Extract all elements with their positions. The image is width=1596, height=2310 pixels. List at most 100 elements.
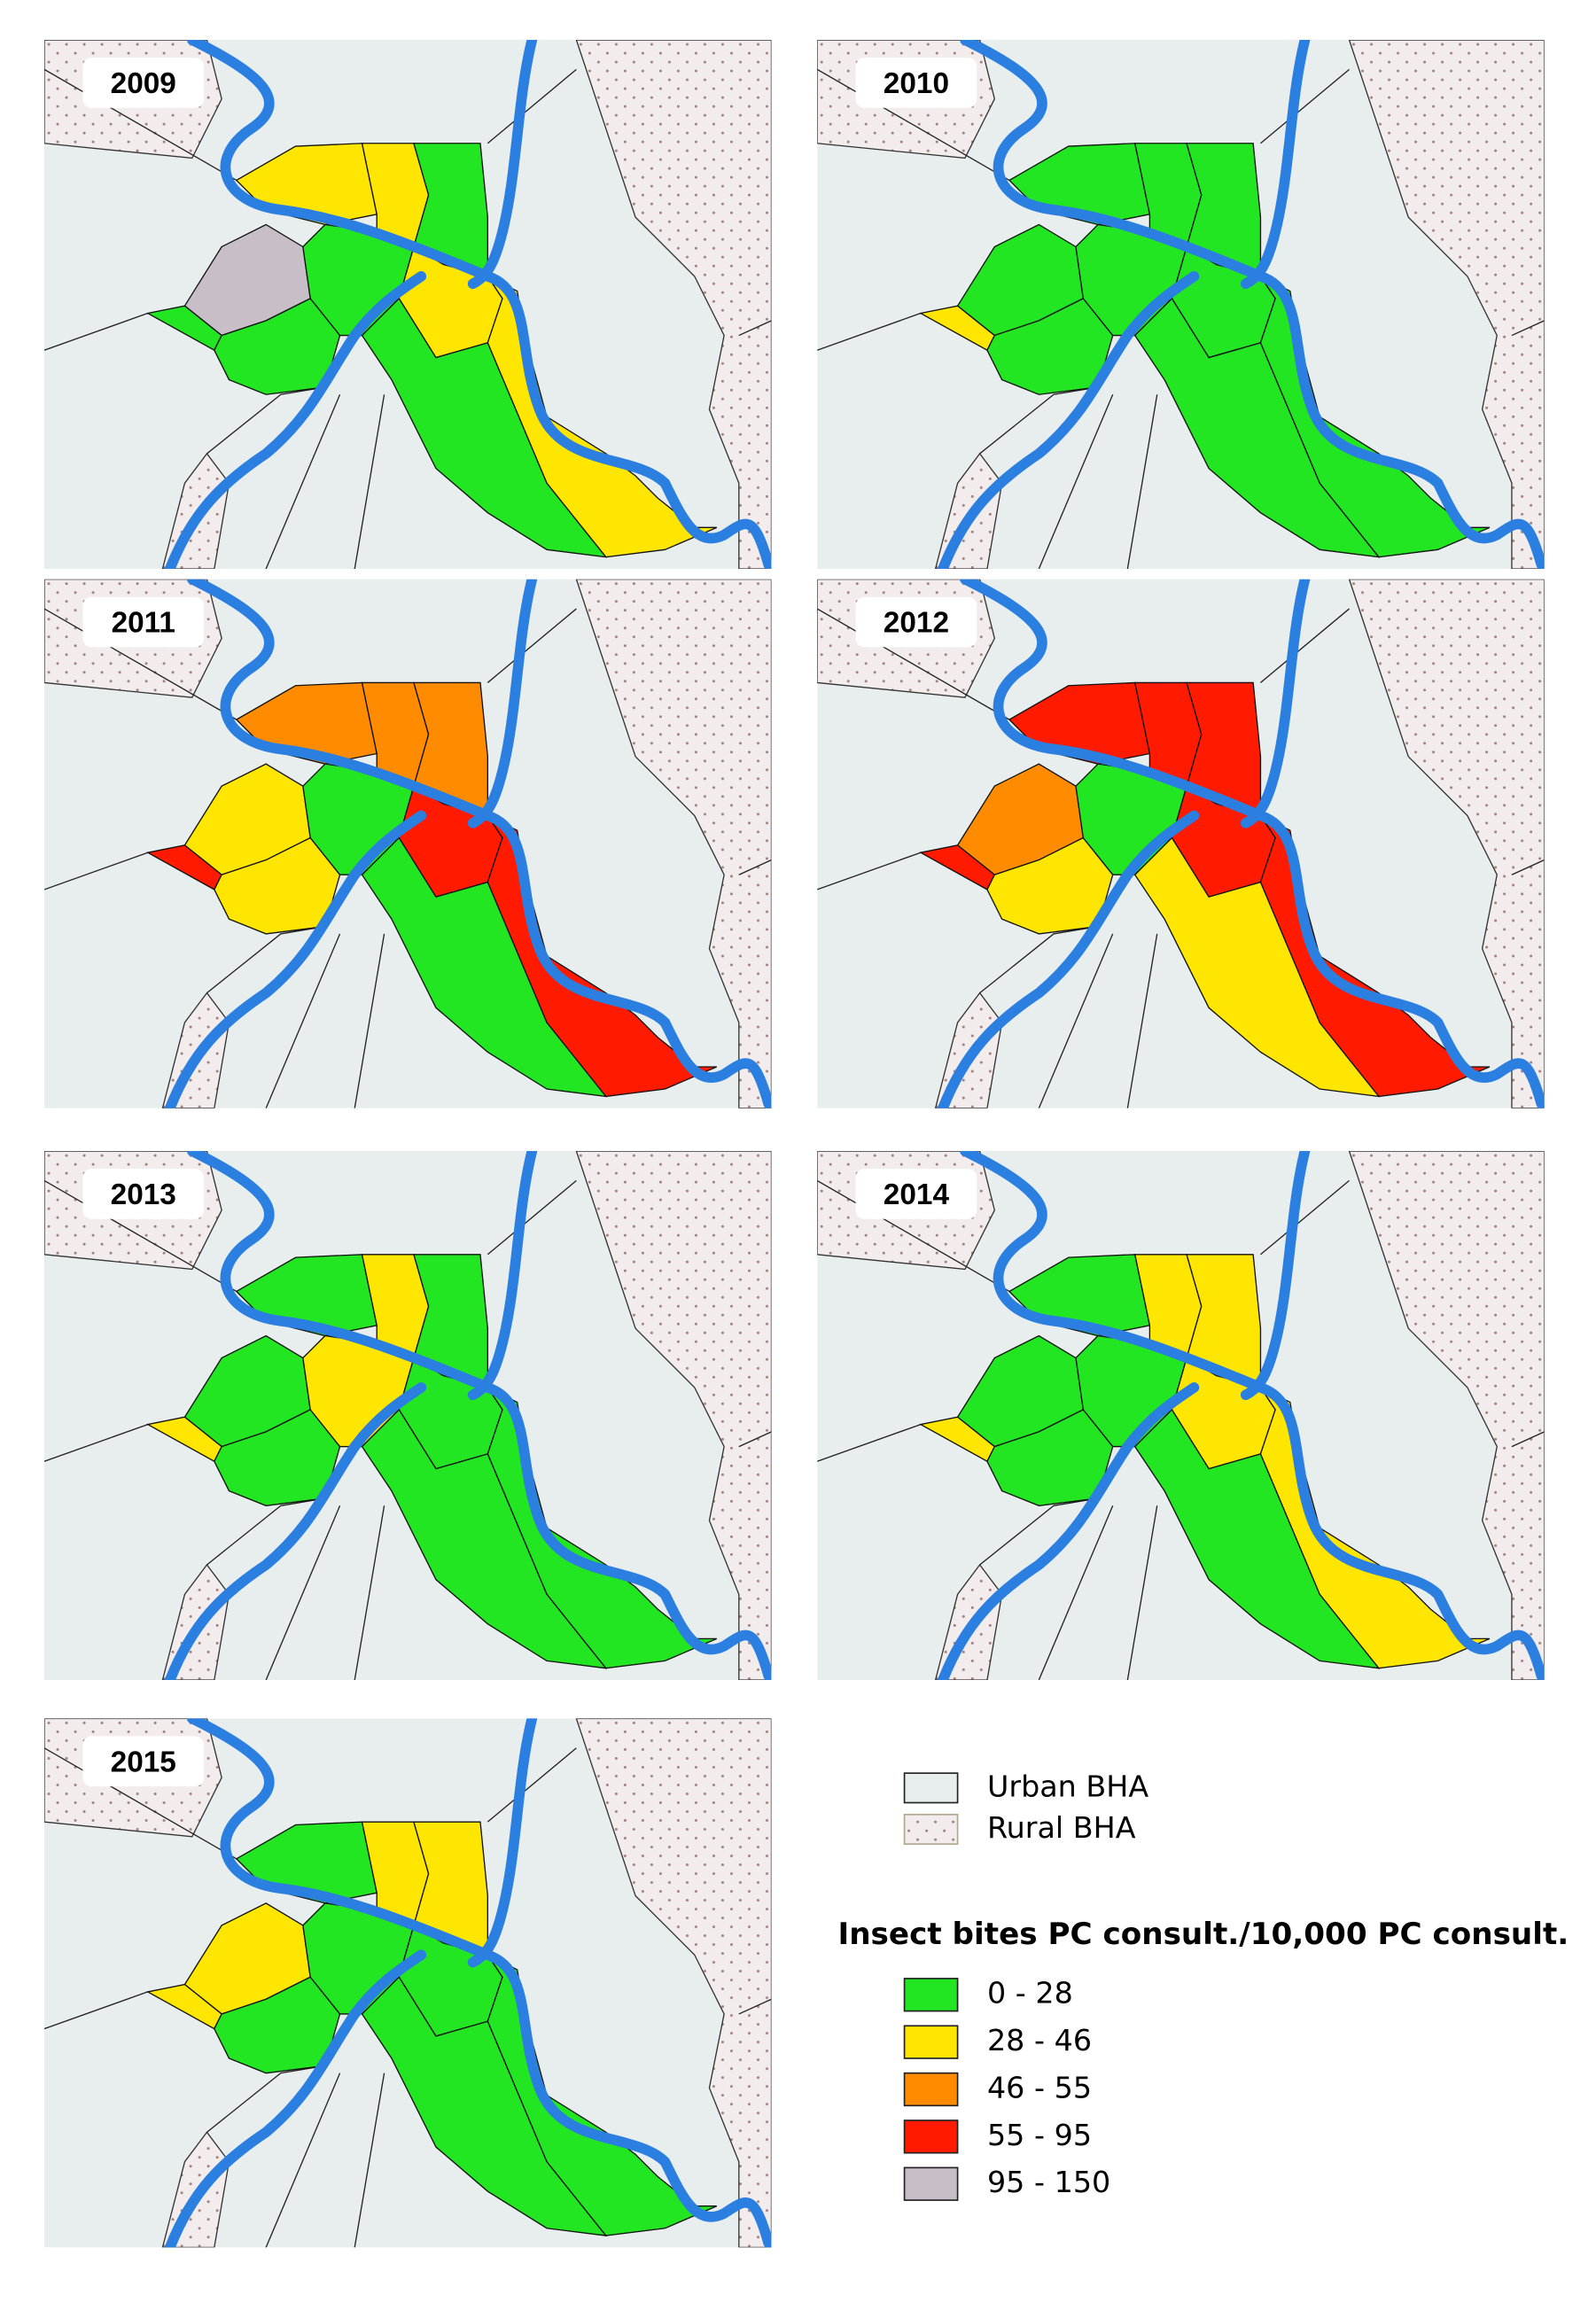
boundary-line [979,1497,1099,1566]
river [1240,579,1311,828]
boundary-line [265,393,341,570]
class-swatch [903,2119,959,2154]
river [960,1151,1545,1681]
boundary-line [487,608,577,683]
river [186,579,772,1108]
boundary-line [44,68,237,182]
year-label: 2014 [884,1178,950,1211]
map-body [44,1718,772,2248]
area-swatch [903,1813,959,1845]
legend-title: Insect bites PC consult./10,000 PC consu… [838,1917,1569,1952]
river [186,40,772,570]
map-panel: 2010 [817,40,1545,570]
boundary-line [1038,393,1114,570]
district [361,1976,608,2236]
boundary-line [738,1998,772,2015]
boundary-line [1038,933,1114,1108]
map-body [817,40,1545,570]
boundary-line [44,312,148,351]
boundary-line [1126,394,1158,570]
rural-area [575,1718,772,2248]
boundary-line [817,852,922,891]
boundary-line [979,925,1099,994]
map-body [44,40,772,570]
boundary-line [44,1747,237,1860]
boundary-line [738,320,772,337]
boundary-line [487,1747,577,1823]
district [361,297,608,558]
district [1133,1408,1381,1669]
river [164,1949,427,2248]
map-body [817,1151,1545,1681]
river [938,810,1200,1108]
boundary-line [738,1431,772,1448]
boundary-line [1260,1179,1350,1256]
river [938,271,1200,570]
year-label-box [82,58,205,108]
boundary-line [354,394,385,570]
boundary-line [44,608,237,720]
boundary-line [1511,1431,1545,1448]
year-label-box [82,596,205,648]
map-body [817,579,1545,1108]
district [1133,297,1381,558]
boundary-line [44,1991,148,2030]
river [164,810,427,1108]
year-label: 2010 [884,67,949,100]
map-panel: 2013 [44,1151,772,1681]
boundary-line [206,925,325,994]
river [186,1151,772,1681]
river [164,271,427,570]
area-swatch [903,1772,959,1804]
river [467,1151,538,1401]
boundary-line [265,2073,341,2248]
boundary-line [1511,320,1545,337]
boundary-line [44,852,148,891]
rural-area [575,1151,772,1681]
boundary-line [487,68,577,144]
boundary-line [206,2065,325,2133]
year-label-box [82,1736,205,1787]
rural-area [575,579,772,1108]
map-body [44,1151,772,1681]
boundary-line [1038,1505,1114,1681]
boundary-line [354,933,385,1108]
year-label: 2011 [112,607,175,640]
district [361,836,608,1098]
map-panel: 2012 [817,579,1545,1108]
year-label: 2009 [111,67,176,100]
rural-area [1348,1151,1545,1681]
boundary-line [817,1179,1010,1293]
boundary-line [979,386,1099,455]
boundary-line [265,1505,341,1681]
boundary-line [817,312,922,351]
river [467,1718,538,1968]
boundary-line [1126,1505,1158,1681]
map-panel: 2009 [44,40,772,570]
boundary-line [487,1179,577,1256]
map-panel: 2014 [817,1151,1545,1681]
river [960,40,1545,570]
year-label: 2012 [884,607,949,640]
boundary-line [44,1423,148,1462]
boundary-line [354,1505,385,1681]
boundary-line [44,1179,237,1293]
river [1240,40,1311,290]
boundary-line [1511,859,1545,875]
rural-area [1348,579,1545,1108]
river [467,40,538,290]
legend: Urban BHA Rural BHA Insect bites PC consul… [838,1769,1569,2201]
class-swatch [903,2072,959,2107]
class-label: 46 - 55 [987,2070,1092,2104]
river [186,1718,772,2248]
boundary-line [817,68,1010,182]
map-panel: 2011 [44,579,772,1108]
year-label-box [82,1169,205,1219]
class-label: 0 - 28 [987,1976,1073,2011]
class-label: 55 - 95 [987,2118,1092,2152]
boundary-line [206,386,325,455]
year-label-box [855,596,977,648]
year-label-box [855,1169,977,1219]
class-swatch [903,2166,959,2201]
